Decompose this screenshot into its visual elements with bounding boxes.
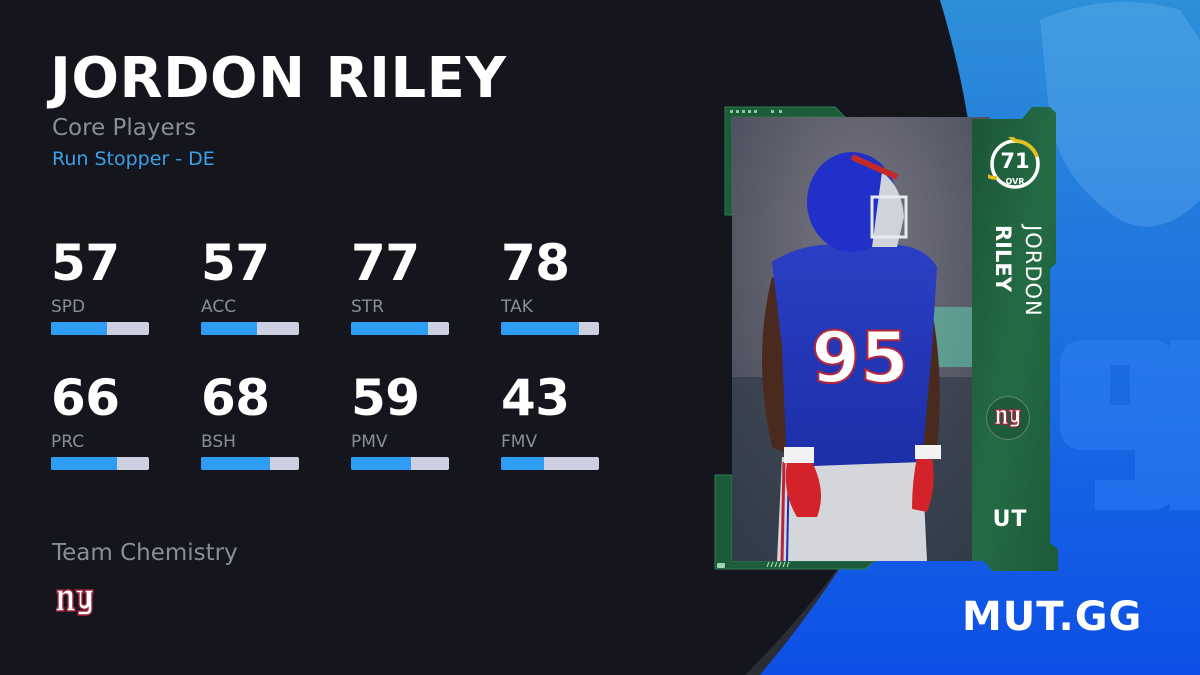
stat-label: SPD	[51, 297, 86, 317]
svg-text:95: 95	[811, 317, 908, 399]
stat-bar	[51, 457, 149, 470]
stat-spd: 57 SPD	[51, 238, 151, 335]
stat-pmv: 59 PMV	[351, 373, 451, 470]
overall-rating: 71 OVR	[971, 130, 1042, 191]
stat-bar-fill	[201, 322, 257, 335]
program-name: Core Players	[52, 115, 197, 141]
stat-label: PRC	[51, 432, 85, 452]
giants-logo-icon[interactable]	[55, 587, 94, 617]
stat-label: PMV	[351, 432, 388, 452]
card-last-name: RILEY	[991, 225, 1015, 292]
stat-label: FMV	[501, 432, 538, 452]
stat-tak: 78 TAK	[501, 238, 601, 335]
stat-value: 77	[351, 234, 420, 292]
stat-bar	[501, 457, 599, 470]
player-photo-illustration: 95	[732, 117, 990, 561]
stat-bar-fill	[351, 322, 429, 335]
stat-bar	[501, 322, 599, 335]
stat-value: 66	[51, 369, 120, 427]
stat-bar-fill	[351, 457, 411, 470]
player-photo: 95	[732, 117, 990, 561]
stat-value: 57	[201, 234, 270, 292]
stat-label: STR	[351, 297, 384, 317]
stat-value: 43	[501, 369, 570, 427]
stat-bar	[351, 457, 449, 470]
stat-acc: 57 ACC	[201, 238, 301, 335]
card-first-name: JORDON	[1021, 225, 1045, 317]
stat-label: ACC	[201, 297, 237, 317]
player-card[interactable]: 95	[705, 95, 1070, 585]
team-badge-icon	[986, 396, 1030, 440]
player-name: JORDON RILEY	[50, 46, 507, 111]
stat-value: 68	[201, 369, 270, 427]
stat-bar	[201, 322, 299, 335]
overall-label: OVR	[1005, 177, 1025, 186]
stat-bar	[351, 322, 449, 335]
overall-value: 71	[1000, 149, 1030, 173]
card-type-label: UT	[992, 507, 1028, 532]
stat-str: 77 STR	[351, 238, 451, 335]
card-vertical-name: JORDON RILEY	[981, 225, 1051, 445]
stat-fmv: 43 FMV	[501, 373, 601, 470]
archetype-link[interactable]: Run Stopper - DE	[52, 148, 215, 170]
stat-bar-fill	[51, 322, 107, 335]
stat-value: 78	[501, 234, 570, 292]
stat-label: BSH	[201, 432, 236, 452]
mutgg-logo[interactable]: MUT.GG	[962, 594, 1143, 640]
stat-bar-fill	[501, 457, 545, 470]
stat-value: 57	[51, 234, 120, 292]
stat-bar	[51, 322, 149, 335]
stat-bar-fill	[201, 457, 270, 470]
stat-value: 59	[351, 369, 420, 427]
stat-prc: 66 PRC	[51, 373, 151, 470]
stat-bar	[201, 457, 299, 470]
stat-bsh: 68 BSH	[201, 373, 301, 470]
stat-label: TAK	[501, 297, 533, 317]
card-info-panel	[972, 103, 1058, 573]
team-chemistry-title: Team Chemistry	[52, 540, 238, 566]
stat-bar-fill	[51, 457, 117, 470]
stat-bar-fill	[501, 322, 580, 335]
